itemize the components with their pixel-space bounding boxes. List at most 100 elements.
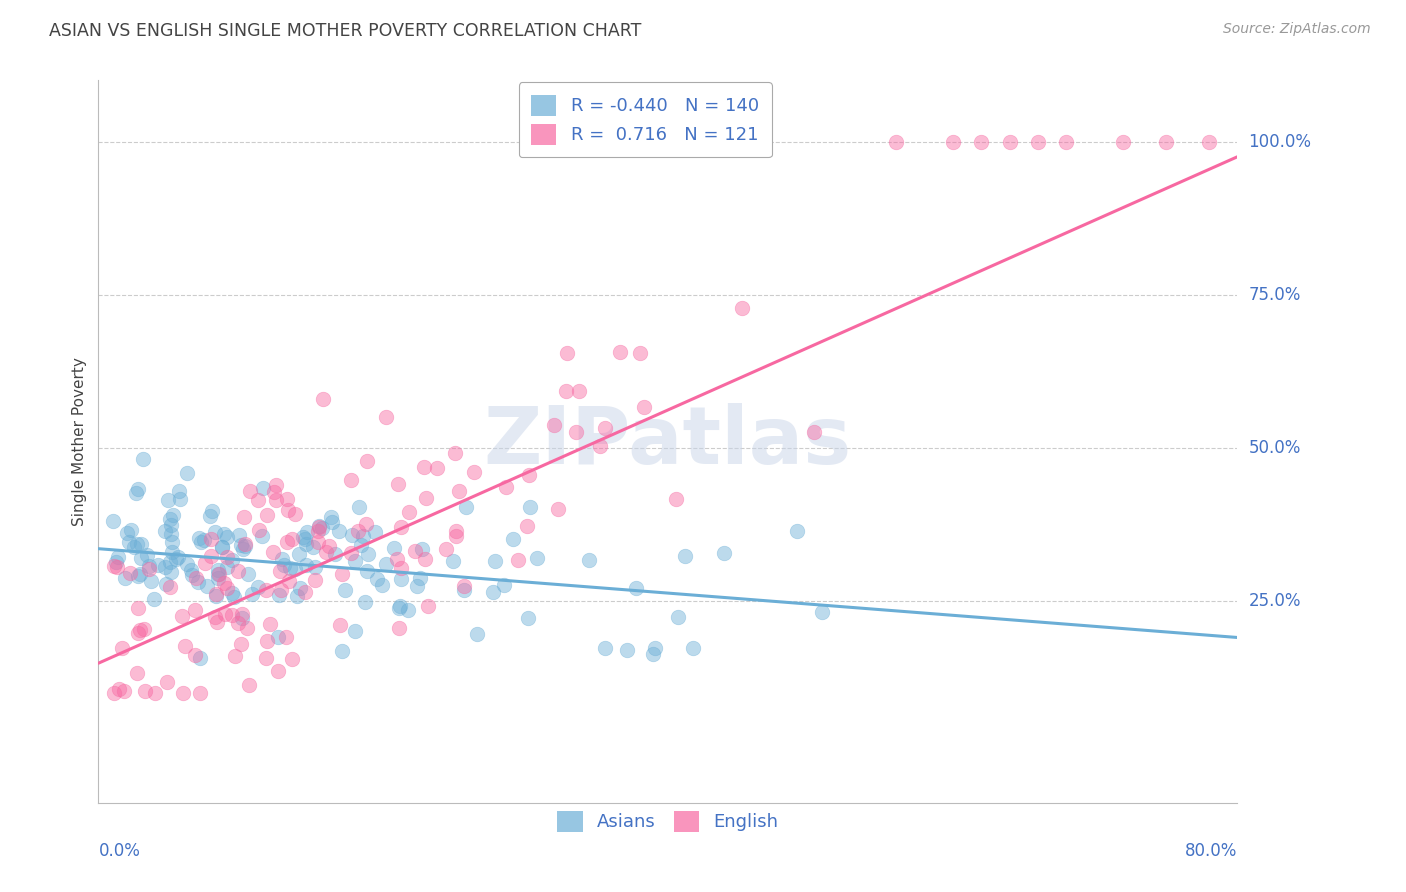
Point [942,135,965,149]
Point [159,527,181,541]
Point [519,500,541,514]
Point [266,664,288,678]
Point [256,583,278,598]
Point [315,545,337,559]
Point [104,555,127,569]
Point [344,554,367,568]
Point [118,534,141,549]
Point [321,516,343,530]
Point [329,617,352,632]
Point [232,541,254,556]
Point [1026,135,1049,149]
Point [256,634,278,648]
Point [184,603,207,617]
Point [295,537,318,551]
Point [374,410,396,425]
Point [665,491,688,506]
Point [294,532,316,546]
Point [160,565,183,579]
Point [207,567,229,582]
Point [167,483,190,498]
Point [277,503,299,517]
Point [444,445,467,459]
Point [111,640,134,655]
Point [103,558,125,573]
Point [205,589,228,603]
Point [115,525,138,540]
Point [547,501,569,516]
Point [413,552,436,566]
Point [235,621,257,635]
Point [786,524,808,539]
Point [274,630,297,644]
Point [626,582,648,596]
Point [443,554,465,568]
Point [254,651,277,665]
Point [207,571,229,585]
Point [323,547,346,561]
Point [294,558,316,573]
Point [387,551,409,566]
Point [350,537,373,551]
Point [240,587,263,601]
Point [238,566,260,581]
Point [405,579,427,593]
Point [609,345,631,359]
Point [129,537,152,551]
Point [884,135,907,149]
Point [165,552,187,566]
Point [347,500,370,514]
Point [389,520,412,534]
Point [103,685,125,699]
Point [346,524,368,539]
Point [1198,135,1220,149]
Point [352,528,374,542]
Point [172,685,194,699]
Text: Source: ZipAtlas.com: Source: ZipAtlas.com [1223,22,1371,37]
Point [194,556,217,570]
Point [247,492,270,507]
Point [278,560,301,574]
Point [970,135,993,149]
Point [453,578,475,592]
Point [125,486,148,500]
Point [484,554,506,568]
Point [180,567,202,582]
Point [495,480,517,494]
Point [803,425,825,439]
Point [413,459,436,474]
Point [127,569,149,583]
Point [180,562,202,576]
Point [416,599,439,613]
Point [231,538,253,552]
Point [160,518,183,533]
Point [252,481,274,495]
Point [247,523,270,537]
Point [565,425,588,439]
Point [1056,135,1078,149]
Point [184,648,207,663]
Point [578,553,600,567]
Point [127,482,149,496]
Point [516,519,538,533]
Point [353,595,375,609]
Point [212,575,235,590]
Point [731,301,754,316]
Point [153,560,176,574]
Point [162,545,184,559]
Point [167,549,190,564]
Point [207,563,229,577]
Point [388,621,411,635]
Point [156,493,179,508]
Point [159,556,181,570]
Point [517,468,540,483]
Point [148,558,170,572]
Point [187,575,209,590]
Point [129,550,152,565]
Point [142,592,165,607]
Point [221,553,243,567]
Point [187,532,209,546]
Point [375,557,398,571]
Point [389,599,412,613]
Point [388,600,411,615]
